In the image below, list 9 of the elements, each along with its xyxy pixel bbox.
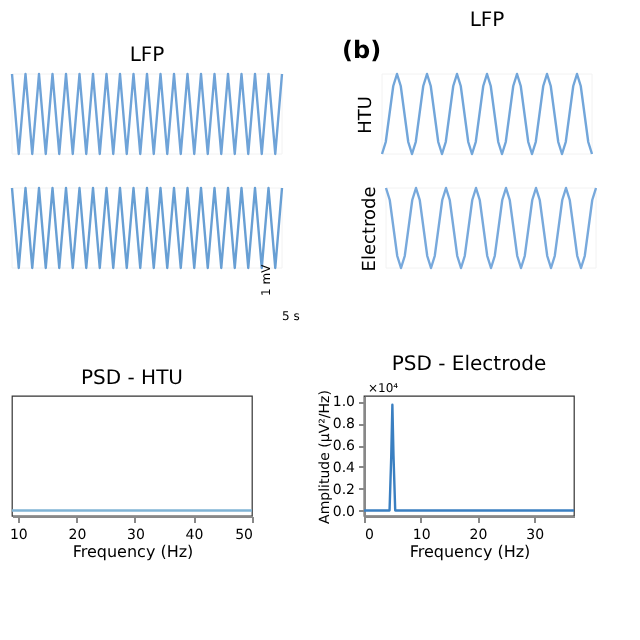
chart-title: PSD - HTU [81, 368, 183, 390]
x-axis-title: Frequency (Hz) [72, 543, 194, 561]
chart-title: LFP [469, 10, 505, 32]
x-axis-title: Frequency (Hz) [409, 543, 531, 561]
y-axis-title: Electrode [361, 185, 381, 272]
text: (b) [342, 36, 382, 64]
chart-title: LFP [129, 44, 165, 67]
y-axis-title: HTU [357, 96, 377, 134]
chart-title: PSD - Electrode [391, 354, 547, 376]
